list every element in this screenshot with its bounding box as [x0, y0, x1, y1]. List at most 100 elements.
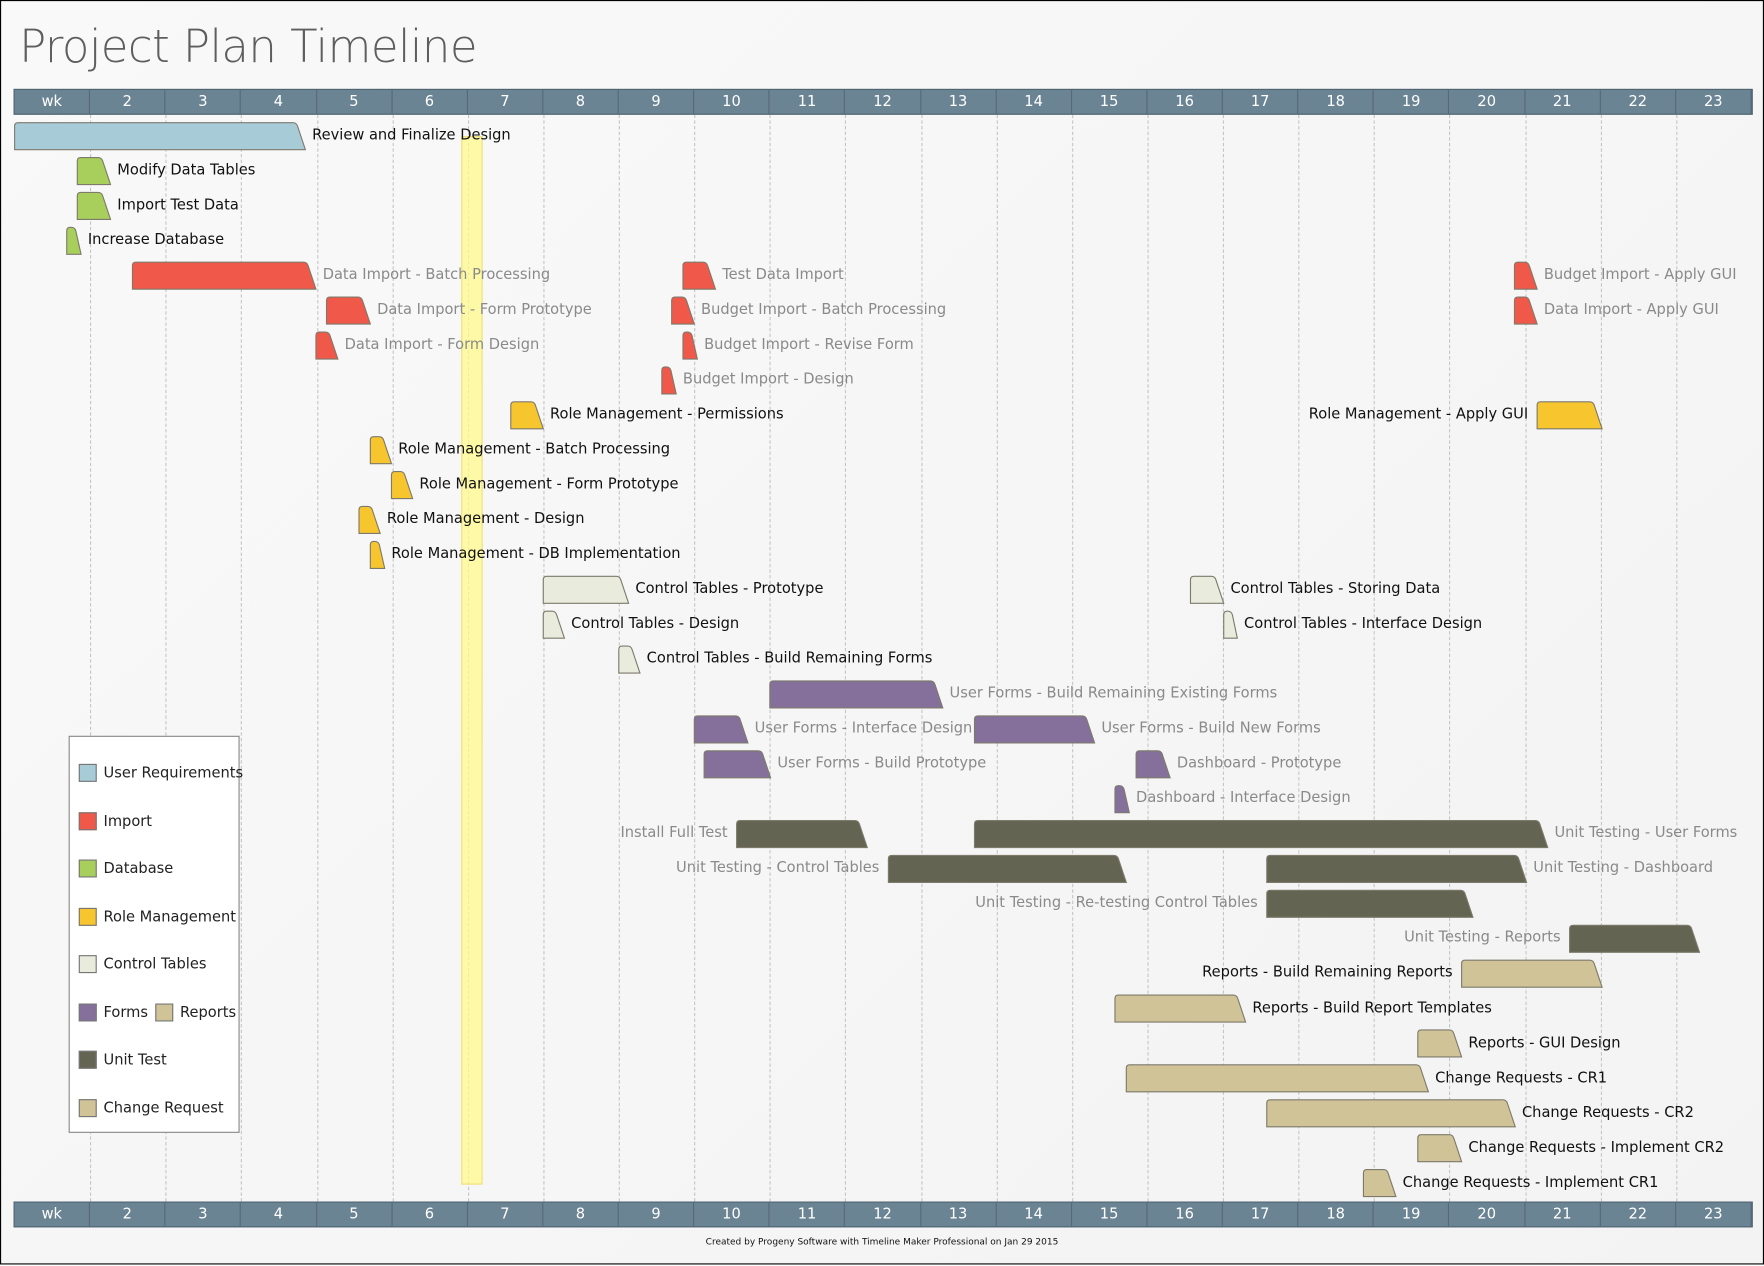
- legend-swatch: [78, 1050, 97, 1069]
- week-tick-label: 12: [845, 90, 921, 114]
- task-bar[interactable]: [1513, 261, 1538, 290]
- task-bar[interactable]: [1114, 994, 1247, 1023]
- gridline: [1676, 114, 1678, 1202]
- task-bar[interactable]: [1569, 924, 1701, 953]
- task-label: Increase Database: [87, 231, 225, 249]
- task-bar[interactable]: [66, 226, 82, 255]
- task-bar[interactable]: [1223, 610, 1239, 639]
- task-bar[interactable]: [1417, 1029, 1463, 1058]
- task-bar[interactable]: [325, 296, 372, 325]
- week-tick-label: 21: [1525, 1202, 1601, 1227]
- week-tick-label: 4: [241, 90, 317, 114]
- week-tick-label: 18: [1298, 1202, 1374, 1227]
- task-bar[interactable]: [736, 820, 869, 849]
- task-label: Change Requests - CR2: [1521, 1104, 1694, 1122]
- week-tick-label: 21: [1525, 90, 1601, 114]
- gridline: [1449, 114, 1451, 1202]
- task-bar[interactable]: [542, 610, 566, 639]
- task-label: Role Management - Design: [386, 510, 585, 528]
- task-bar[interactable]: [369, 436, 393, 465]
- task-label: Change Requests - Implement CR2: [1468, 1139, 1725, 1157]
- task-bar[interactable]: [1536, 401, 1603, 430]
- week-tick-label: 19: [1374, 1202, 1450, 1227]
- task-bar[interactable]: [703, 750, 772, 779]
- gridline: [1373, 114, 1376, 1202]
- task-bar[interactable]: [1125, 1064, 1430, 1093]
- task-bar[interactable]: [769, 680, 944, 709]
- legend: User Requirements Import Database Role Mana…: [68, 735, 243, 1133]
- task-bar[interactable]: [1135, 750, 1171, 779]
- week-tick-label: 2: [90, 90, 166, 114]
- task-label: Reports - Build Report Templates: [1252, 999, 1492, 1017]
- week-tick-label: 12: [845, 1202, 921, 1227]
- legend-label: Forms: [103, 1004, 148, 1021]
- task-label: Control Tables - Prototype: [635, 580, 824, 598]
- week-tick-label: 13: [921, 90, 997, 114]
- task-label: Unit Testing - Control Tables: [676, 859, 880, 877]
- legend-label: Import: [103, 812, 153, 830]
- legend-label: Role Management: [103, 908, 237, 926]
- task-bar[interactable]: [973, 715, 1096, 744]
- task-bar[interactable]: [1266, 854, 1528, 884]
- task-bar[interactable]: [358, 505, 381, 535]
- legend-item: Reports: [155, 1003, 236, 1022]
- gridline: [1147, 114, 1149, 1202]
- week-tick-label: 11: [770, 1202, 846, 1227]
- task-label: Budget Import - Design: [682, 371, 854, 389]
- gridline: [1298, 114, 1300, 1202]
- task-bar[interactable]: [1266, 1099, 1517, 1128]
- task-bar[interactable]: [693, 715, 749, 744]
- task-label: Role Management - DB Implementation: [391, 545, 681, 563]
- task-bar[interactable]: [1417, 1134, 1463, 1163]
- week-tick-label: 9: [619, 90, 695, 114]
- task-bar[interactable]: [887, 854, 1128, 884]
- gridline: [769, 114, 771, 1202]
- task-bar[interactable]: [390, 471, 414, 500]
- task-bar[interactable]: [661, 366, 677, 395]
- gridline: [1071, 114, 1074, 1202]
- week-tick-label: 8: [543, 1202, 619, 1227]
- legend-item: Role Management: [78, 907, 237, 926]
- task-bar[interactable]: [1513, 296, 1538, 325]
- task-label: Unit Testing - Dashboard: [1533, 859, 1714, 877]
- legend-item: Database: [78, 859, 173, 878]
- week-tick-label: 10: [694, 1202, 770, 1227]
- task-bar[interactable]: [682, 331, 699, 360]
- gridline: [1525, 114, 1527, 1202]
- task-bar[interactable]: [76, 156, 112, 186]
- task-bar[interactable]: [973, 820, 1549, 849]
- task-bar[interactable]: [1461, 959, 1603, 988]
- task-bar[interactable]: [76, 191, 112, 220]
- gridline: [694, 114, 696, 1202]
- task-bar[interactable]: [618, 645, 641, 674]
- task-label: Data Import - Apply GUI: [1543, 301, 1719, 319]
- task-bar[interactable]: [131, 261, 317, 290]
- task-label: Control Tables - Storing Data: [1230, 580, 1441, 598]
- task-bar[interactable]: [1362, 1168, 1397, 1198]
- week-tick-label: 5: [317, 1202, 393, 1227]
- legend-label: Unit Test: [103, 1051, 167, 1069]
- task-label: Data Import - Form Prototype: [377, 301, 592, 319]
- task-bar[interactable]: [1114, 785, 1131, 814]
- task-bar[interactable]: [14, 122, 307, 151]
- legend-item: Unit Test: [78, 1050, 167, 1069]
- task-bar[interactable]: [682, 261, 717, 290]
- task-bar[interactable]: [369, 540, 386, 569]
- week-tick-label: 23: [1676, 1202, 1752, 1227]
- task-bar[interactable]: [542, 575, 630, 604]
- week-tick-label: wk: [15, 90, 91, 114]
- gridline: [920, 114, 922, 1202]
- task-bar[interactable]: [671, 296, 696, 325]
- legend-swatch: [78, 1003, 97, 1022]
- week-tick-label: 23: [1676, 90, 1752, 114]
- week-tick-label: 6: [392, 1202, 468, 1227]
- task-bar[interactable]: [510, 401, 545, 430]
- week-tick-label: 20: [1450, 90, 1526, 114]
- task-label: User Forms - Build New Forms: [1101, 720, 1321, 738]
- legend-item: Forms: [78, 1003, 148, 1022]
- task-bar[interactable]: [315, 331, 339, 360]
- week-tick-label: 22: [1601, 1202, 1677, 1227]
- task-bar[interactable]: [1266, 889, 1474, 918]
- gridline: [90, 114, 92, 1202]
- task-bar[interactable]: [1189, 575, 1225, 604]
